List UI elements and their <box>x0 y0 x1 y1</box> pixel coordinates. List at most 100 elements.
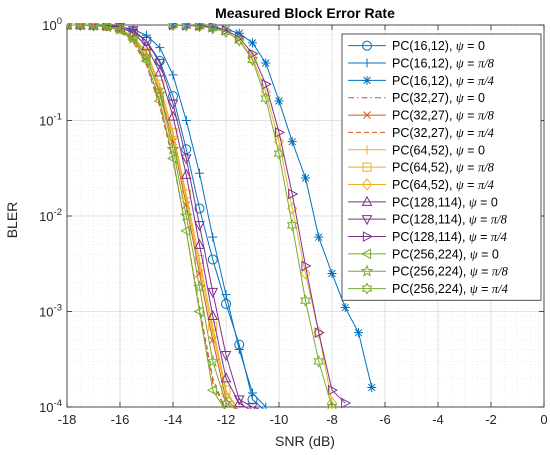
marker-circle <box>154 55 165 66</box>
marker-diamond <box>300 267 311 280</box>
marker-plus <box>208 232 218 242</box>
marker-triangle-right <box>327 384 339 396</box>
marker-circle <box>168 91 178 102</box>
marker-plus <box>248 388 257 398</box>
marker-circle <box>207 254 218 265</box>
legend-entry: PC(16,12), ψ = 0 <box>348 39 485 53</box>
x-tick-label: -16 <box>111 412 130 427</box>
legend-entry: PC(256,224), ψ = π/4 <box>348 282 508 296</box>
legend-label: PC(128,114), ψ = 0 <box>392 195 498 209</box>
marker-triangle-right <box>261 78 272 90</box>
marker-diamond <box>326 396 338 409</box>
legend-entry: PC(32,27), ψ = 0 <box>348 91 485 105</box>
series-line <box>172 24 333 408</box>
legend-label: PC(64,52), ψ = π/8 <box>392 161 495 175</box>
y-tick-label: 10-1 <box>39 112 62 129</box>
marker-asterisk <box>314 232 324 242</box>
legend-entry: PC(64,52), ψ = 0 <box>348 143 485 157</box>
marker-triangle-down <box>207 287 219 299</box>
marker-plus <box>155 43 165 53</box>
marker-triangle-left <box>206 384 217 396</box>
x-tick-label: -6 <box>379 412 391 427</box>
y-axis-label: BLER <box>4 202 20 239</box>
marker-triangle-up <box>67 23 73 30</box>
marker-hexagram <box>247 53 258 67</box>
marker-hexagram <box>207 23 219 35</box>
x-tick-label: -10 <box>270 412 289 427</box>
legend-label: PC(128,114), ψ = π/8 <box>392 213 508 227</box>
marker-triangle-left <box>153 95 164 107</box>
marker-asterisk <box>261 58 271 68</box>
marker-triangle-right <box>168 23 180 31</box>
marker-triangle-right <box>274 127 286 138</box>
marker-star <box>153 87 167 100</box>
marker-triangle-down <box>141 36 152 48</box>
chart-title: Measured Block Error Rate <box>215 5 395 21</box>
marker-triangle-down <box>220 350 232 362</box>
marker-triangle-up <box>220 372 232 383</box>
marker-triangle-up <box>74 23 86 30</box>
legend-entry: PC(16,12), ψ = π/8 <box>348 57 495 71</box>
marker-triangle-up <box>361 195 373 206</box>
marker-plus <box>195 168 204 178</box>
legend-label: PC(128,114), ψ = π/4 <box>392 230 507 244</box>
marker-hexagram <box>194 23 205 33</box>
legend-label: PC(64,52), ψ = 0 <box>392 143 485 157</box>
marker-asterisk <box>221 24 231 34</box>
marker-asterisk <box>354 328 363 338</box>
marker-triangle-right <box>341 397 352 409</box>
marker-triangle-down <box>247 402 258 409</box>
legend-label: PC(256,224), ψ = 0 <box>392 247 499 261</box>
marker-square <box>362 162 372 172</box>
x-tick-label: -8 <box>326 412 338 427</box>
series-line <box>67 24 261 409</box>
marker-square <box>194 254 205 265</box>
marker-circle <box>362 40 372 51</box>
y-tick-label: 100 <box>42 16 62 33</box>
marker-asterisk <box>287 137 297 147</box>
marker-plus <box>362 58 372 68</box>
marker-cross <box>363 111 371 120</box>
y-tick-label: 10-2 <box>39 207 62 224</box>
marker-star <box>67 23 74 31</box>
marker-triangle-left <box>180 225 191 237</box>
marker-triangle-down <box>233 395 245 406</box>
marker-plus <box>168 70 178 80</box>
marker-hexagram <box>313 355 325 368</box>
marker-plus <box>221 290 231 300</box>
marker-plus <box>261 402 271 409</box>
marker-star <box>139 50 154 63</box>
legend-entry: PC(128,114), ψ = π/4 <box>348 230 507 244</box>
x-axis-label: SNR (dB) <box>275 433 335 449</box>
x-tick-label: -12 <box>217 412 236 427</box>
marker-triangle-up <box>167 110 179 121</box>
x-tick-label: -18 <box>58 412 77 427</box>
legend-label: PC(16,12), ψ = 0 <box>392 39 485 53</box>
marker-star <box>126 31 140 44</box>
marker-plus <box>181 116 191 125</box>
legend-entry: PC(32,27), ψ = π/4 <box>348 126 494 140</box>
y-tick-label: 10-3 <box>39 303 62 320</box>
series-layer <box>67 23 377 409</box>
series-14 <box>167 23 338 409</box>
marker-star <box>192 280 207 293</box>
marker-hexagram <box>361 282 373 295</box>
marker-asterisk <box>367 383 377 393</box>
marker-asterisk <box>248 38 257 48</box>
x-tick-label: -4 <box>432 412 444 427</box>
legend-label: PC(32,27), ψ = 0 <box>392 91 485 105</box>
marker-circle <box>221 298 231 309</box>
marker-asterisk <box>362 75 372 85</box>
marker-triangle-down <box>194 221 205 232</box>
marker-triangle-left <box>360 248 372 260</box>
marker-asterisk <box>340 303 350 313</box>
legend-label: PC(16,12), ψ = π/4 <box>392 74 494 88</box>
marker-star <box>166 142 180 155</box>
marker-triangle-down <box>167 99 179 110</box>
marker-asterisk <box>301 173 310 183</box>
marker-hexagram <box>167 23 179 32</box>
legend-label: PC(16,12), ψ = π/8 <box>392 57 495 71</box>
legend-entry: PC(16,12), ψ = π/4 <box>348 74 494 88</box>
